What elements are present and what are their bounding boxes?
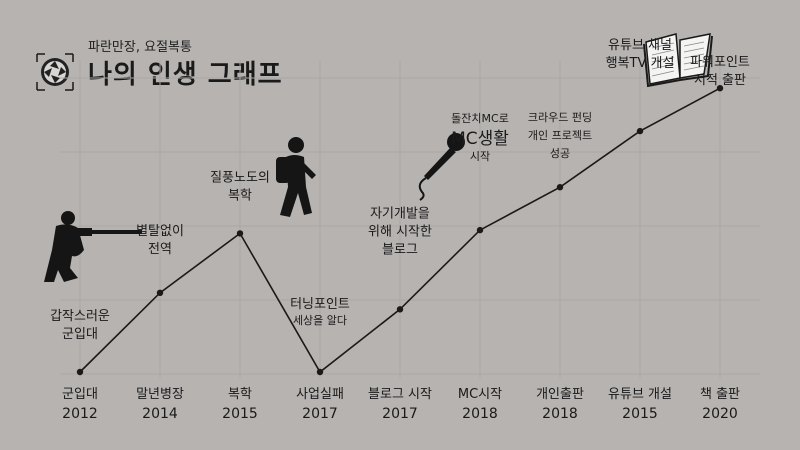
annotation-label: 크라우드 펀딩 [528, 111, 592, 124]
annotation-label: 위해 시작한 [368, 224, 432, 239]
x-tick-label: 군입대 [62, 387, 98, 402]
annotation-label: 질풍노도의 [210, 170, 270, 185]
x-tick-year: 2015 [222, 406, 258, 422]
annotation-label: 자기개발을 [370, 206, 430, 221]
x-tick-label: MC시작 [458, 387, 502, 402]
x-tick-label: 책 출판 [700, 387, 740, 402]
backpacker-silhouette-icon [276, 137, 316, 217]
page-subtitle: 파란만장, 요절복통 [88, 40, 192, 55]
chart-grid [60, 60, 760, 378]
data-point [716, 85, 724, 92]
data-point [556, 184, 564, 191]
data-point [396, 306, 404, 313]
x-tick-label: 개인출판 [536, 387, 584, 402]
annotation-label: MC생활 [451, 129, 509, 149]
x-tick-year: 2018 [462, 406, 498, 422]
data-point [236, 230, 244, 237]
annotation-label: 복학 [228, 188, 252, 203]
camera-aperture-icon [36, 53, 74, 91]
x-tick-label: 복학 [228, 387, 252, 402]
x-tick-year: 2012 [62, 406, 98, 422]
x-tick-year: 2014 [142, 406, 178, 422]
annotation-label: 행복TV 개설 [606, 55, 675, 71]
annotation-label: 터닝포인트 [290, 297, 350, 312]
annotation-label: 별탈없이 [136, 224, 184, 239]
x-tick-label: 말년병장 [136, 387, 184, 402]
x-tick-year: 2017 [302, 406, 338, 422]
data-point [76, 368, 84, 376]
chart-illustrations [44, 33, 713, 282]
x-tick-label: 사업실패 [296, 387, 344, 402]
annotation-label: 군입대 [62, 327, 98, 342]
open-book-icon [643, 33, 713, 88]
x-tick-year: 2018 [542, 406, 578, 422]
annotation-sublabel: 세상을 알다 [293, 313, 347, 327]
data-point [476, 226, 484, 234]
data-point [636, 127, 644, 135]
x-tick-year: 2015 [622, 406, 658, 422]
x-tick-year: 2017 [382, 406, 418, 422]
x-tick-label: 블로그 시작 [368, 387, 432, 402]
annotation-sublabel: 시작 [470, 150, 490, 163]
data-point [316, 368, 324, 376]
series-points [76, 85, 724, 376]
annotation-label: 갑작스러운 [50, 309, 110, 324]
x-tick-label: 유튜브 개설 [608, 387, 672, 402]
soldier-silhouette-icon [44, 211, 142, 282]
annotation-prefix: 돌잔치MC로 [451, 112, 509, 125]
annotation-label: 파워포인트 [690, 55, 750, 70]
data-point [156, 289, 164, 296]
annotation-label: 서적 출판 [694, 73, 746, 88]
annotation-label: 전역 [148, 242, 172, 257]
x-axis-labels: 군입대 2012 말년병장 2014 복학 2015 사업실패 2017 블로그 시작 2017 M… [62, 387, 740, 422]
x-tick-year: 2020 [702, 406, 738, 422]
annotation-label: 블로그 [382, 242, 418, 257]
microphone-icon [418, 133, 465, 201]
annotation-label: 개인 프로젝트 [528, 129, 592, 142]
annotation-label: 성공 [550, 147, 570, 160]
annotation-label: 유튜브 채널 [608, 38, 672, 53]
page-title: 나의 인생 그래프 [88, 60, 283, 90]
